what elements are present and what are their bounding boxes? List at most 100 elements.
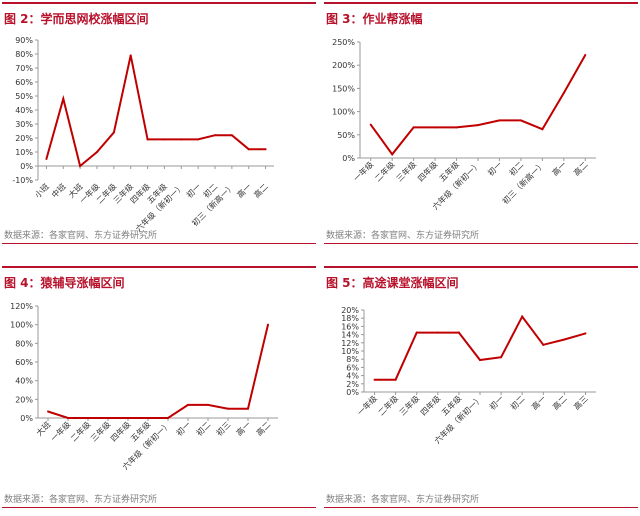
- y-tick-label: 40%: [15, 377, 33, 386]
- y-tick-label: 12%: [341, 339, 359, 348]
- y-tick-label: 0%: [20, 162, 33, 171]
- x-tick-label: 高一: [234, 419, 252, 437]
- panel-top-rule: [2, 2, 316, 4]
- chart-title: 图 4：猿辅导涨幅区间: [4, 276, 125, 290]
- x-tick-label: 小班: [32, 181, 50, 199]
- x-tick-label: 二年级: [376, 393, 400, 417]
- line-chart-xueersi: -10%0%10%20%30%40%50%60%70%80%90%小班 中班 大班一…: [12, 36, 274, 234]
- data-point: [247, 407, 249, 410]
- data-point: [264, 148, 267, 151]
- panel-top-rule: [324, 266, 638, 268]
- x-tick-label: 三年级: [88, 419, 112, 443]
- x-tick-label: 初二: [194, 419, 212, 437]
- data-point: [541, 128, 544, 131]
- data-point: [584, 53, 587, 56]
- y-tick-label: 120%: [10, 302, 33, 311]
- y-tick-label: 50%: [15, 92, 33, 101]
- panel-top-rule: [2, 266, 316, 268]
- data-point: [87, 417, 89, 419]
- line-chart-gaotu: 0%2%4%6%8%10%12%14%16%18%20%一年级二年级三年级四年级…: [341, 306, 596, 446]
- y-tick-label: 2%: [346, 380, 359, 389]
- line-chart-yuanfudao: 0%20%40%60%80%100%120%大班一年级二年级三年级四年级五年级六…: [10, 302, 278, 472]
- y-tick-label: 200%: [332, 61, 355, 70]
- y-tick-label: 20%: [15, 134, 33, 143]
- data-point: [542, 343, 545, 346]
- data-point: [47, 410, 49, 413]
- data-point: [147, 417, 149, 419]
- y-tick-label: 20%: [341, 306, 359, 315]
- data-point: [434, 126, 437, 129]
- x-tick-label: 高一: [529, 393, 547, 411]
- data-point: [477, 124, 479, 127]
- y-tick-label: -10%: [12, 176, 33, 185]
- chart-title: 图 5：高途课堂涨幅区间: [326, 276, 459, 290]
- data-point: [457, 331, 460, 334]
- chart-panel-zuoyebang: 图 3：作业帮涨幅 0% 50% 100% 150% 200% 250% 一年级 二年级 三年级…: [324, 2, 638, 252]
- y-tick-label: 60%: [15, 358, 33, 367]
- x-tick-label: 大班: [34, 419, 52, 437]
- series-line: [45, 55, 266, 168]
- data-point: [391, 153, 394, 156]
- y-tick-label: 100%: [332, 108, 355, 117]
- data-point: [79, 165, 82, 167]
- data-point: [415, 331, 418, 334]
- y-tick-label: 40%: [15, 106, 33, 115]
- data-point: [584, 332, 587, 335]
- data-point: [112, 131, 115, 134]
- data-point: [247, 148, 250, 151]
- x-tick-label: 高二: [252, 181, 270, 199]
- data-point: [500, 356, 503, 359]
- y-tick-label: 0%: [342, 154, 355, 163]
- data-point: [498, 119, 501, 122]
- data-point: [45, 158, 48, 160]
- y-tick-label: 16%: [341, 322, 359, 331]
- chart-source: 数据来源：各家官网、东方证券研究所: [326, 231, 480, 241]
- data-point: [455, 126, 458, 129]
- chart-title: 图 3：作业帮涨幅: [326, 12, 423, 26]
- data-point: [521, 315, 524, 318]
- x-tick-label: 高一: [235, 181, 253, 199]
- data-point: [479, 359, 481, 362]
- data-point: [62, 97, 65, 100]
- y-tick-label: 150%: [332, 84, 355, 93]
- x-tick-label: 一年级: [48, 419, 72, 443]
- series-line: [374, 314, 586, 381]
- x-tick-label: 高二: [254, 419, 272, 437]
- data-point: [127, 417, 129, 419]
- data-point: [129, 54, 132, 57]
- y-tick-label: 60%: [15, 78, 33, 87]
- x-tick-label: 初一: [174, 419, 192, 437]
- data-point: [167, 417, 169, 419]
- x-tick-label: 四年级: [418, 393, 442, 417]
- panel-top-rule: [324, 2, 638, 4]
- chart-panel-yuanfudao: 图 4：猿辅导涨幅区间 0% 20% 40% 60% 80% 100% 120% 大班 一年级二…: [2, 266, 316, 516]
- series-line: [47, 324, 269, 419]
- y-tick-label: 4%: [346, 372, 359, 381]
- x-tick-label: 初二: [507, 159, 525, 177]
- y-tick-label: 14%: [341, 331, 359, 340]
- y-tick-label: 18%: [341, 314, 359, 323]
- y-tick-label: 30%: [15, 120, 33, 129]
- chart-source: 数据来源：各家官网、东方证券研究所: [4, 231, 158, 241]
- x-tick-label: 高一: [550, 159, 568, 177]
- panel-bottom-rule: [2, 507, 316, 508]
- y-tick-label: 50%: [337, 131, 355, 140]
- data-point: [96, 151, 98, 153]
- panel-bottom-rule: [324, 507, 638, 508]
- y-tick-label: 10%: [341, 347, 359, 356]
- panel-bottom-rule: [324, 243, 638, 244]
- x-tick-label: 初一: [487, 393, 505, 411]
- data-point: [519, 119, 522, 122]
- series-line: [369, 54, 587, 156]
- y-tick-label: 10%: [15, 148, 33, 157]
- chart-panel-gaotu: 图 5：高途课堂涨幅区间 0% 2% 4% 6% 8% 10% 12% 14% 16% 18% 20…: [324, 266, 638, 516]
- x-tick-label: 初三: [214, 419, 232, 437]
- chart-source: 数据来源：各家官网、东方证券研究所: [4, 495, 158, 505]
- chart-title: 图 2：学而思网校涨幅区间: [4, 12, 149, 26]
- data-point: [436, 331, 439, 334]
- data-point: [214, 134, 216, 137]
- x-tick-label: 初一: [485, 159, 503, 177]
- y-tick-label: 80%: [15, 339, 33, 348]
- data-point: [107, 417, 109, 419]
- y-tick-label: 90%: [15, 36, 33, 45]
